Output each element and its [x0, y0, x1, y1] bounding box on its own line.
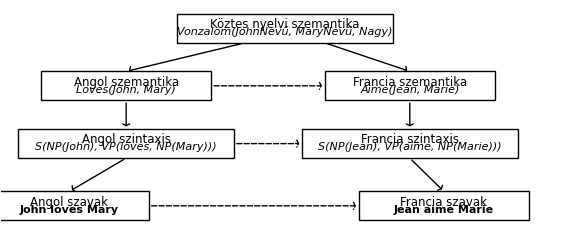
Text: Jean aime Marie: Jean aime Marie: [394, 205, 494, 215]
Text: S(NP(John), VP(loves, NP(Mary))): S(NP(John), VP(loves, NP(Mary))): [35, 142, 217, 152]
Text: Köztes nyelvi szemantika: Köztes nyelvi szemantika: [210, 18, 360, 31]
Text: Aime(Jean, Marie): Aime(Jean, Marie): [360, 85, 459, 94]
Text: Loves(John, Mary): Loves(John, Mary): [76, 85, 176, 94]
FancyBboxPatch shape: [0, 191, 149, 220]
Text: Angol szintaxis: Angol szintaxis: [82, 133, 170, 146]
FancyBboxPatch shape: [359, 191, 529, 220]
FancyBboxPatch shape: [325, 71, 495, 100]
FancyBboxPatch shape: [177, 14, 393, 43]
Text: Angol szemantika: Angol szemantika: [74, 76, 179, 89]
Text: S(NP(Jean), VP(aime, NP(Marie))): S(NP(Jean), VP(aime, NP(Marie))): [318, 142, 502, 152]
Text: John loves Mary: John loves Mary: [20, 205, 119, 215]
FancyBboxPatch shape: [18, 129, 234, 158]
Text: Vonzalom(JohnNevű, MaryNevű, Nagy): Vonzalom(JohnNevű, MaryNevű, Nagy): [177, 26, 393, 37]
Text: Francia szintaxis: Francia szintaxis: [361, 133, 459, 146]
Text: Francia szavak: Francia szavak: [400, 196, 487, 209]
FancyBboxPatch shape: [302, 129, 518, 158]
Text: Francia szemantika: Francia szemantika: [353, 76, 467, 89]
FancyBboxPatch shape: [41, 71, 211, 100]
Text: Angol szavak: Angol szavak: [30, 196, 108, 209]
